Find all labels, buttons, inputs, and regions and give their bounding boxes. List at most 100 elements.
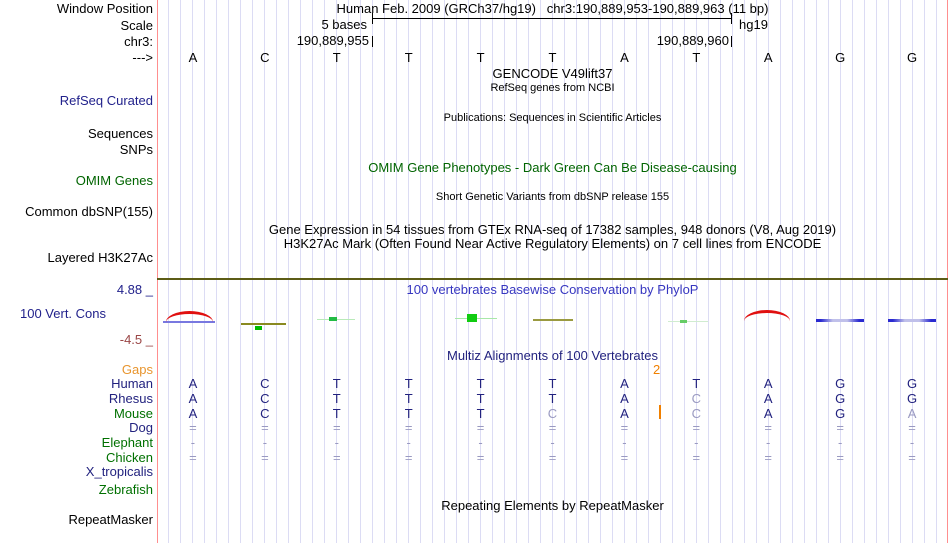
ruler-base-5: T xyxy=(476,50,485,65)
alignment-rhesus-base-5: T xyxy=(476,391,485,406)
alignment-mouse-base-7: A xyxy=(620,406,629,421)
track-title-100-vertebrates-basewise-conservation-by[interactable]: 100 vertebrates Basewise Conservation by… xyxy=(406,282,699,297)
track-title-omim-gene-phenotypes-dark-green-can-be-d[interactable]: OMIM Gene Phenotypes - Dark Green Can Be… xyxy=(368,160,737,175)
track-title-h3k27ac-mark-often-found-near-active-reg[interactable]: H3K27Ac Mark (Often Found Near Active Re… xyxy=(283,236,822,251)
conservation-mark-1 xyxy=(163,321,215,323)
left-label-sequences[interactable]: Sequences xyxy=(87,126,153,141)
alignment-chicken-base-1: = xyxy=(189,450,197,465)
left-label-repeatmasker[interactable]: RepeatMasker xyxy=(68,512,153,527)
alignment-chicken-base-6: = xyxy=(548,450,557,465)
scale-bar-left-tick xyxy=(372,13,373,24)
track-title-gencode-v49lift37[interactable]: GENCODE V49lift37 xyxy=(492,66,613,81)
track-title-short-genetic-variants-from-dbsnp-releas[interactable]: Short Genetic Variants from dbSNP releas… xyxy=(435,191,670,203)
alignment-chicken-base-7: = xyxy=(620,450,629,465)
alignment-dog-base-3: = xyxy=(332,420,341,435)
left-label-omim-genes[interactable]: OMIM Genes xyxy=(75,173,153,188)
alignment-species-label-human[interactable]: Human xyxy=(111,376,153,391)
alignment-rhesus-base-11: G xyxy=(906,391,918,406)
alignment-mouse-base-6: C xyxy=(547,406,558,421)
alignment-human-base-1: A xyxy=(188,376,198,391)
track-title-multiz-alignments-of-100-vertebrates[interactable]: Multiz Alignments of 100 Vertebrates xyxy=(446,348,658,363)
left-label-4-5: -4.5 _ xyxy=(119,332,153,347)
alignment-elephant-base-3: - xyxy=(334,435,339,450)
alignment-mouse-base-2: C xyxy=(260,406,270,421)
alignment-species-label-chicken[interactable]: Chicken xyxy=(106,450,153,465)
left-label-snps[interactable]: SNPs xyxy=(119,142,153,157)
track-title-human-feb-2009-grch37-hg19-chr3-190-889-: Human Feb. 2009 (GRCh37/hg19) chr3:190,8… xyxy=(336,1,769,16)
alignment-chicken-base-5: = xyxy=(476,450,485,465)
alignment-dog-base-1: = xyxy=(189,420,197,435)
track-left-edge-line xyxy=(157,0,158,543)
alignment-mouse-base-1: A xyxy=(188,406,198,421)
alignment-dog-base-2: = xyxy=(261,420,269,435)
alignment-species-label-elephant[interactable]: Elephant xyxy=(101,435,153,450)
alignment-rhesus-base-4: T xyxy=(404,391,413,406)
ruler-base-6: T xyxy=(548,50,557,65)
alignment-elephant-base-2: - xyxy=(262,435,268,450)
ruler-base-1: A xyxy=(188,50,198,65)
assembly-label: hg19 xyxy=(739,17,768,32)
alignment-human-base-6: T xyxy=(548,376,557,391)
left-label-4-88: 4.88 _ xyxy=(116,282,153,297)
track-title-gene-expression-in-54-tissues-from-gtex-[interactable]: Gene Expression in 54 tissues from GTEx … xyxy=(268,222,837,237)
alignment-species-label-mouse[interactable]: Mouse xyxy=(113,406,153,421)
ruler-base-4: T xyxy=(404,50,413,65)
alignment-chicken-base-8: = xyxy=(692,450,701,465)
conservation-mark-4 xyxy=(255,326,262,330)
alignment-chicken-base-4: = xyxy=(404,450,413,465)
ruler-coordinate-right: 190,889,960 xyxy=(656,33,729,48)
alignment-chicken-base-3: = xyxy=(332,450,341,465)
left-label-common-dbsnp-155[interactable]: Common dbSNP(155) xyxy=(25,204,153,219)
track-title-repeating-elements-by-repeatmasker[interactable]: Repeating Elements by RepeatMasker xyxy=(441,498,664,513)
conservation-mark-6 xyxy=(329,317,337,321)
alignment-insert-bar xyxy=(659,405,661,419)
conservation-mark-13 xyxy=(816,319,864,322)
alignment-dog-base-7: = xyxy=(620,420,629,435)
alignment-rhesus-base-3: T xyxy=(332,391,341,406)
alignment-dog-base-10: = xyxy=(836,420,844,435)
alignment-elephant-base-7: - xyxy=(622,435,627,450)
ruler-base-7: A xyxy=(620,50,629,65)
conservation-track-border xyxy=(157,278,948,280)
alignment-mouse-base-9: A xyxy=(763,406,773,421)
alignment-species-label-dog[interactable]: Dog xyxy=(129,420,153,435)
alignment-mouse-base-3: T xyxy=(332,406,341,421)
alignment-species-label-gaps[interactable]: Gaps xyxy=(121,362,153,377)
left-label-100-vert-cons[interactable]: 100 Vert. Cons xyxy=(20,306,106,321)
alignment-species-label-rhesus[interactable]: Rhesus xyxy=(108,391,153,406)
left-label-: ---> xyxy=(132,50,153,65)
alignment-human-base-4: T xyxy=(404,376,413,391)
alignment-elephant-base-6: - xyxy=(550,435,555,450)
left-label-refseq-curated[interactable]: RefSeq Curated xyxy=(59,93,153,108)
alignment-mouse-base-10: G xyxy=(835,406,846,421)
alignment-human-base-10: G xyxy=(835,376,846,391)
conservation-mark-12 xyxy=(744,310,790,321)
alignment-chicken-base-2: = xyxy=(261,450,269,465)
alignment-mouse-base-4: T xyxy=(404,406,413,421)
alignment-elephant-base-4: - xyxy=(406,435,411,450)
alignment-dog-base-11: = xyxy=(908,420,916,435)
alignment-human-base-2: C xyxy=(260,376,270,391)
alignment-elephant-base-1: - xyxy=(190,435,196,450)
alignment-mouse-base-8: C xyxy=(691,406,701,421)
left-label-layered-h3k27ac[interactable]: Layered H3K27Ac xyxy=(47,250,153,265)
alignment-elephant-base-9: - xyxy=(766,435,771,450)
alignment-chicken-base-9: = xyxy=(764,450,773,465)
alignment-species-label-zebrafish[interactable]: Zebrafish xyxy=(98,482,153,497)
alignment-rhesus-base-10: G xyxy=(835,391,846,406)
alignment-dog-base-9: = xyxy=(764,420,773,435)
alignment-rhesus-base-7: A xyxy=(620,391,629,406)
track-title-refseq-genes-from-ncbi[interactable]: RefSeq genes from NCBI xyxy=(490,82,615,94)
alignment-rhesus-base-6: T xyxy=(548,391,557,406)
alignment-species-label-x-tropicalis[interactable]: X_tropicalis xyxy=(85,464,153,479)
alignment-elephant-base-10: - xyxy=(837,435,843,450)
alignment-rhesus-base-1: A xyxy=(188,391,198,406)
alignment-chicken-base-10: = xyxy=(836,450,844,465)
track-title-publications-sequences-in-scientific-art[interactable]: Publications: Sequences in Scientific Ar… xyxy=(443,112,662,124)
left-label-window-position: Window Position xyxy=(56,1,153,16)
alignment-elephant-base-8: - xyxy=(694,435,699,450)
alignment-rhesus-base-9: A xyxy=(763,391,773,406)
ruler-base-10: G xyxy=(835,50,846,65)
alignment-human-base-5: T xyxy=(476,376,485,391)
scale-bar-line xyxy=(372,18,731,19)
